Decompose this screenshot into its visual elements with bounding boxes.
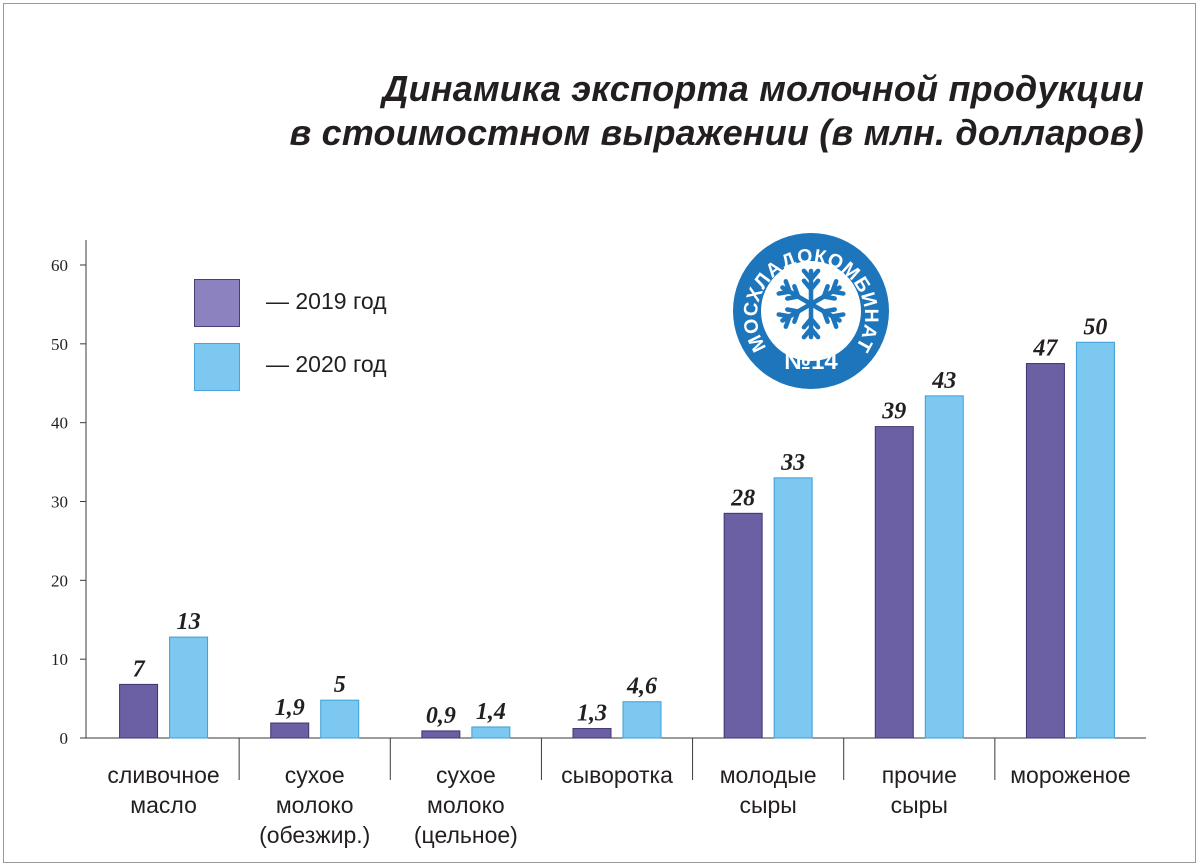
y-tick-label: 60 [51,256,68,275]
category-label: сухое [436,762,496,788]
category-label: масло [130,792,197,818]
chart-title-line-2: в стоимостном выражении (в млн. долларов… [289,112,1144,153]
data-label-2019: 1,9 [275,695,305,721]
logo-number-text: №14 [784,348,838,375]
bar-2019 [421,730,461,739]
bar-2019 [723,512,763,739]
data-label-2019: 7 [133,656,146,682]
category-label: молоко [276,792,354,818]
category-label: сыворотка [561,762,673,788]
category-label: молоко [427,792,505,818]
category-label: сыры [891,792,948,818]
snowflake-branch [785,294,801,301]
snowflake-branch [821,307,837,314]
bar-2020 [622,701,662,739]
bar-2020 [169,636,209,739]
snowflake-branch [801,278,814,292]
snowflake-branch [821,283,830,299]
data-label-2019: 1,3 [577,701,607,727]
bar-2020 [773,477,813,739]
chart-title-line-1: Динамика экспорта молочной продукции [382,68,1144,109]
y-tick-label: 50 [51,335,68,354]
bar-2020 [924,395,964,739]
bar-2019 [572,728,612,739]
data-label-2020: 1,4 [476,699,506,725]
y-tick-label: 10 [51,650,68,669]
snowflake-branch [830,279,839,294]
data-label-2019: 28 [730,485,755,511]
bar-2020 [1075,341,1115,739]
category-label: сыры [739,792,796,818]
snowflake-branch [808,316,821,330]
category-label: (обезжир.) [259,822,370,848]
category-label: молодые [720,762,817,788]
snowflake-branch [830,312,846,319]
bar-2019 [874,426,914,739]
snowflake-icon [776,268,846,340]
snowflake-branch [808,326,821,340]
data-label-2020: 5 [334,672,346,698]
data-label-2019: 39 [881,399,906,425]
moskhladokombinat-logo: МОСХЛАДОКОМБИНАТ №14 [733,233,889,389]
data-label-2019: 47 [1032,336,1058,362]
category-label: мороженое [1010,762,1130,788]
bar-2019 [1025,363,1065,739]
data-label-2020: 33 [780,450,805,476]
bar-2019 [119,683,159,739]
data-label-2020: 4,6 [626,674,657,700]
legend-label-2020: — 2020 год [266,351,387,377]
category-label: сухое [285,762,345,788]
category-label: сливочное [107,762,219,788]
y-tick-label: 30 [51,493,68,512]
snowflake-branch [783,314,792,329]
y-tick-label: 40 [51,414,68,433]
legend-swatch-2019 [194,279,240,327]
data-label-2020: 43 [931,368,956,394]
bar-2020 [320,699,360,739]
category-label: прочие [882,762,957,788]
snowflake-branch [801,268,814,282]
legend-label-2019: — 2019 год [266,288,387,314]
legend-swatch-2020 [194,343,240,391]
data-label-2020: 50 [1083,314,1107,340]
data-label-2020: 13 [177,609,201,635]
bar-2019 [270,722,310,739]
snowflake-branch [776,289,792,296]
bar-2020 [471,726,511,739]
y-tick-label: 20 [51,571,68,590]
y-tick-label: 0 [60,729,69,748]
data-label-2019: 0,9 [426,703,456,729]
snowflake-branch [792,309,801,325]
category-label: (цельное) [414,822,518,848]
